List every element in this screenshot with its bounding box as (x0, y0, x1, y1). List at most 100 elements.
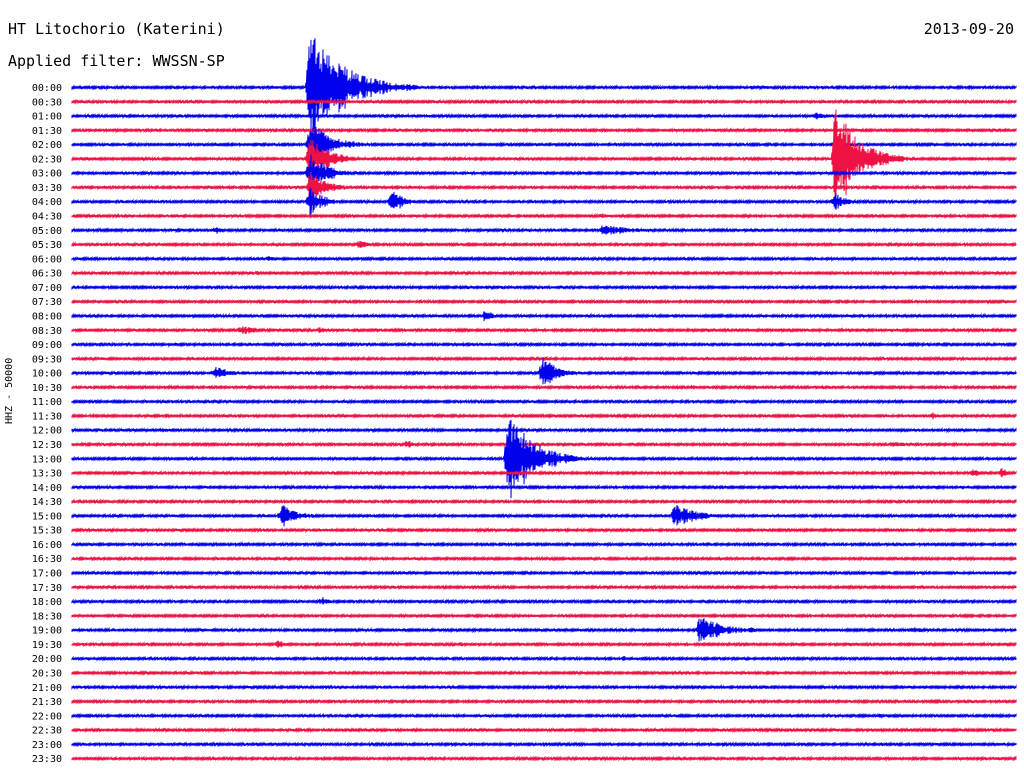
trace-line (71, 269, 1017, 277)
seismogram-traces (71, 38, 1017, 762)
time-tick-label: 17:30 (32, 583, 62, 594)
time-tick-label: 04:30 (32, 212, 62, 223)
trace-line (71, 484, 1017, 491)
time-tick-label: 14:00 (32, 483, 62, 494)
time-tick-label: 21:30 (32, 697, 62, 708)
time-tick-label: 05:00 (32, 226, 62, 237)
trace-line (71, 426, 1017, 434)
time-tick-label: 06:00 (32, 254, 62, 265)
trace-line (71, 440, 1017, 448)
time-tick-label: 15:00 (32, 511, 62, 522)
time-tick-label: 08:00 (32, 311, 62, 322)
time-tick-label: 03:30 (32, 183, 62, 194)
trace-line (71, 212, 1017, 220)
time-tick-label: 05:30 (32, 240, 62, 251)
time-tick-label: 00:00 (32, 83, 62, 94)
trace-line (71, 355, 1017, 363)
trace-line (71, 712, 1017, 719)
date-label: 2013-09-20 (923, 20, 1014, 38)
time-tick-label: 12:00 (32, 426, 62, 437)
trace-line (71, 255, 1017, 263)
trace-line (71, 298, 1017, 306)
trace-line (71, 171, 1017, 200)
trace-line (71, 326, 1017, 335)
time-tick-label: 23:30 (32, 754, 62, 765)
trace-line (71, 384, 1017, 391)
station-title: HT Litochorio (Katerini) (8, 20, 225, 38)
trace-line (71, 187, 1017, 216)
trace-line (71, 341, 1017, 348)
time-tick-label: 18:00 (32, 597, 62, 608)
trace-line (71, 741, 1017, 748)
time-tick-label: 07:00 (32, 283, 62, 294)
time-tick-label: 14:30 (32, 497, 62, 508)
trace-line (71, 357, 1017, 385)
trace-line (71, 284, 1017, 291)
trace-line (71, 468, 1017, 478)
time-tick-label: 23:00 (32, 740, 62, 751)
trace-line (71, 683, 1017, 691)
time-tick-label: 01:30 (32, 126, 62, 137)
trace-line (71, 612, 1017, 620)
time-tick-label: 21:00 (32, 683, 62, 694)
time-tick-label: 11:00 (32, 397, 62, 408)
trace-line (71, 569, 1017, 577)
trace-line (71, 669, 1017, 677)
time-tick-label: 17:00 (32, 569, 62, 580)
trace-line (71, 126, 1017, 161)
trace-line (71, 555, 1017, 562)
time-tick-label: 00:30 (32, 97, 62, 108)
trace-line (71, 154, 1017, 194)
trace-line (71, 618, 1017, 642)
time-tick-label: 19:00 (32, 626, 62, 637)
trace-line (71, 698, 1017, 705)
time-tick-label: 09:00 (32, 340, 62, 351)
trace-line (71, 755, 1017, 762)
time-tick-label: 10:30 (32, 383, 62, 394)
time-tick-label: 12:30 (32, 440, 62, 451)
filter-label: Applied filter: WWSSN-SP (8, 52, 225, 70)
time-tick-label: 04:00 (32, 197, 62, 208)
trace-line (71, 240, 1017, 249)
time-tick-label: 19:30 (32, 640, 62, 651)
trace-line (71, 726, 1017, 734)
trace-line (71, 112, 1017, 120)
trace-line (71, 398, 1017, 405)
time-tick-label: 10:00 (32, 369, 62, 380)
trace-line (71, 526, 1017, 534)
trace-line (71, 498, 1017, 505)
time-tick-label: 01:00 (32, 112, 62, 123)
trace-line (71, 225, 1017, 235)
trace-line (71, 38, 1017, 136)
time-tick-label: 13:00 (32, 454, 62, 465)
trace-line (71, 597, 1017, 605)
time-tick-label: 09:30 (32, 354, 62, 365)
time-tick-label: 20:30 (32, 668, 62, 679)
trace-line (71, 419, 1017, 499)
trace-line (71, 109, 1017, 208)
time-tick-label: 13:30 (32, 469, 62, 480)
time-tick-label: 11:30 (32, 411, 62, 422)
time-tick-label: 02:00 (32, 140, 62, 151)
trace-line (71, 412, 1017, 420)
trace-line (71, 311, 1017, 322)
time-tick-label: 22:30 (32, 726, 62, 737)
time-tick-label: 15:30 (32, 526, 62, 537)
trace-line (71, 541, 1017, 548)
time-tick-label: 16:00 (32, 540, 62, 551)
time-tick-labels: 00:00 00:30 01:00 01:30 02:00 02:30 03:00 03:30… (32, 83, 62, 765)
trace-line (71, 126, 1017, 134)
time-tick-label: 03:00 (32, 169, 62, 180)
time-tick-label: 07:30 (32, 297, 62, 308)
time-tick-label: 20:00 (32, 654, 62, 665)
trace-line (71, 504, 1017, 527)
time-tick-label: 22:00 (32, 711, 62, 722)
time-tick-label: 06:30 (32, 269, 62, 280)
time-tick-label: 08:30 (32, 326, 62, 337)
trace-line (71, 640, 1017, 648)
trace-line (71, 655, 1017, 662)
trace-line (71, 98, 1017, 106)
trace-line (71, 583, 1017, 591)
time-tick-label: 02:30 (32, 154, 62, 165)
